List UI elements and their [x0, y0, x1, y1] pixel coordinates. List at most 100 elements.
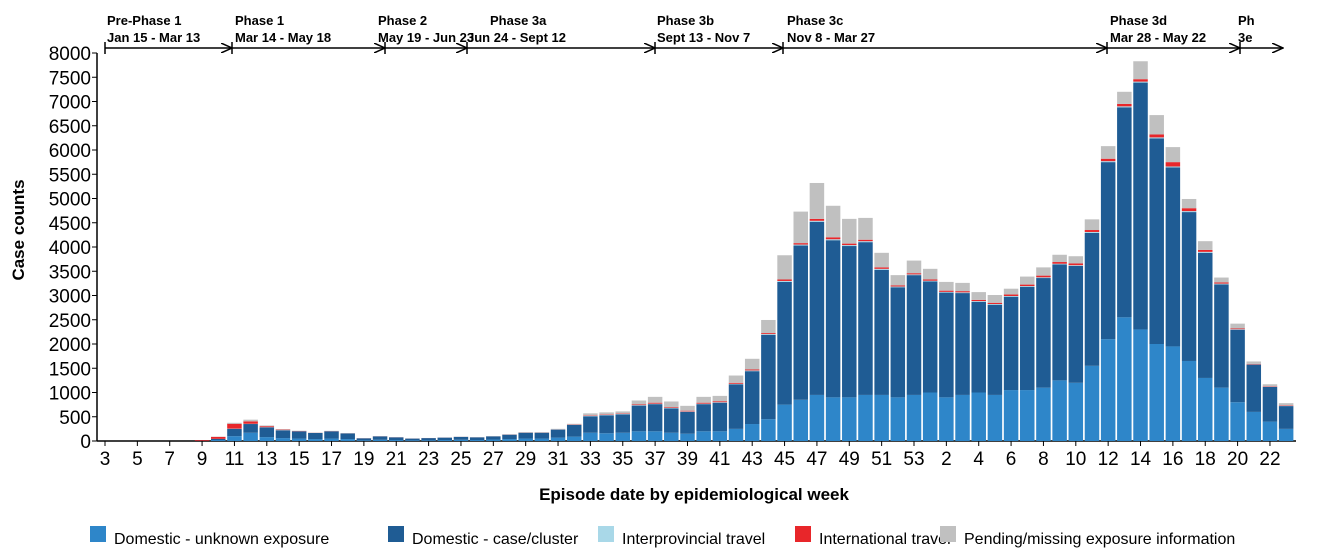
bar-segment	[292, 439, 307, 441]
bar-segment	[1166, 147, 1181, 162]
bar-segment	[583, 413, 598, 415]
bar-segment	[664, 401, 679, 407]
bar-segment	[1214, 284, 1229, 285]
bar-segment	[1263, 422, 1278, 441]
phase-name: Phase 1	[235, 13, 284, 28]
bar-segment	[971, 292, 986, 300]
bar-segment	[583, 433, 598, 441]
bar-segment	[1230, 328, 1245, 329]
legend-swatch	[388, 526, 404, 542]
bar-segment	[1004, 390, 1019, 441]
bar-segment	[923, 393, 938, 442]
bar-segment	[793, 246, 808, 400]
bar-segment	[1036, 267, 1051, 275]
bar-segment	[858, 241, 873, 242]
bar-segment	[891, 397, 906, 441]
bar-segment	[777, 279, 792, 280]
legend-label: Pending/missing exposure information	[964, 531, 1235, 548]
bar-segment	[1117, 106, 1132, 107]
bar-segment	[907, 274, 922, 275]
bar-segment	[276, 430, 291, 438]
x-tick-label: 9	[197, 449, 208, 470]
phase-name: Phase 3b	[657, 13, 714, 28]
bar-segment	[648, 397, 663, 403]
phase-dates: Jun 24 - Sept 12	[467, 30, 566, 45]
bar-segment	[1214, 278, 1229, 283]
bar-segment	[260, 437, 275, 441]
phase-dates: Sept 13 - Nov 7	[657, 30, 750, 45]
x-tick-label: 29	[515, 449, 536, 470]
bar-segment	[891, 287, 906, 288]
bar-segment	[227, 429, 242, 436]
bar-segment	[842, 244, 857, 245]
bar-segment	[810, 395, 825, 441]
x-tick-label: 8	[1038, 449, 1049, 470]
bar-segment	[923, 281, 938, 392]
x-tick-label: 13	[256, 449, 277, 470]
phase-dates: 3e	[1238, 30, 1252, 45]
bar-segment	[421, 440, 436, 441]
bar-segment	[777, 405, 792, 441]
bar-segment	[535, 439, 550, 441]
bar-segment	[1020, 285, 1035, 286]
bar-segment	[373, 440, 388, 441]
bar-segment	[195, 440, 210, 441]
bar-segment	[1149, 344, 1164, 441]
bar-segment	[988, 303, 1003, 304]
bar-segment	[971, 301, 986, 302]
bar-segment	[438, 440, 453, 441]
bar-segment	[260, 426, 275, 427]
bar-segment	[1247, 365, 1262, 412]
bar-segment	[955, 283, 970, 291]
bar-segment	[696, 403, 711, 404]
phase-dates: Jan 15 - Mar 13	[107, 30, 200, 45]
bar-segment	[971, 393, 986, 442]
bar-segment	[761, 419, 776, 441]
bar-segment	[826, 206, 841, 238]
bar-segment	[842, 246, 857, 397]
x-tick-label: 20	[1227, 449, 1248, 470]
legend-label: Interprovincial travel	[622, 531, 765, 548]
bar-segment	[1069, 383, 1084, 441]
bar-segment	[713, 403, 728, 432]
bar-segment	[907, 275, 922, 395]
bar-segment	[907, 273, 922, 274]
y-tick-label: 6000	[49, 141, 91, 162]
legend-label: International travel	[819, 531, 951, 548]
bar-segment	[891, 285, 906, 286]
x-tick-label: 16	[1162, 449, 1183, 470]
bar-segment	[988, 295, 1003, 303]
bar-segment	[713, 396, 728, 401]
y-tick-label: 3500	[49, 262, 91, 283]
bar-segment	[260, 427, 275, 437]
x-tick-label: 12	[1098, 449, 1119, 470]
phase-dates: Mar 14 - May 18	[235, 30, 331, 45]
bar-segment	[761, 335, 776, 419]
bar-segment	[308, 433, 323, 439]
bar-segment	[405, 440, 420, 441]
bar-segment	[1133, 61, 1148, 79]
x-tick-label: 6	[1006, 449, 1017, 470]
y-tick-label: 1500	[49, 359, 91, 380]
bar-segment	[227, 436, 242, 441]
bar-segment	[1052, 262, 1067, 264]
bar-segment	[777, 255, 792, 279]
bar-segment	[324, 439, 339, 441]
phase-name: Phase 3c	[787, 13, 843, 28]
bar-segment	[567, 425, 582, 437]
bar-segment	[340, 433, 355, 439]
bar-segment	[810, 222, 825, 395]
bar-segment	[243, 433, 258, 441]
bar-segment	[357, 440, 372, 441]
bar-segment	[664, 433, 679, 441]
legend-swatch	[795, 526, 811, 542]
bar-segment	[858, 240, 873, 241]
bar-segment	[874, 270, 889, 395]
bar-segment	[955, 291, 970, 292]
y-tick-label: 7500	[49, 68, 91, 89]
bar-segment	[260, 425, 275, 426]
x-tick-label: 15	[289, 449, 310, 470]
bar-segment	[1004, 297, 1019, 390]
bar-segment	[1214, 388, 1229, 441]
x-tick-label: 27	[483, 449, 504, 470]
